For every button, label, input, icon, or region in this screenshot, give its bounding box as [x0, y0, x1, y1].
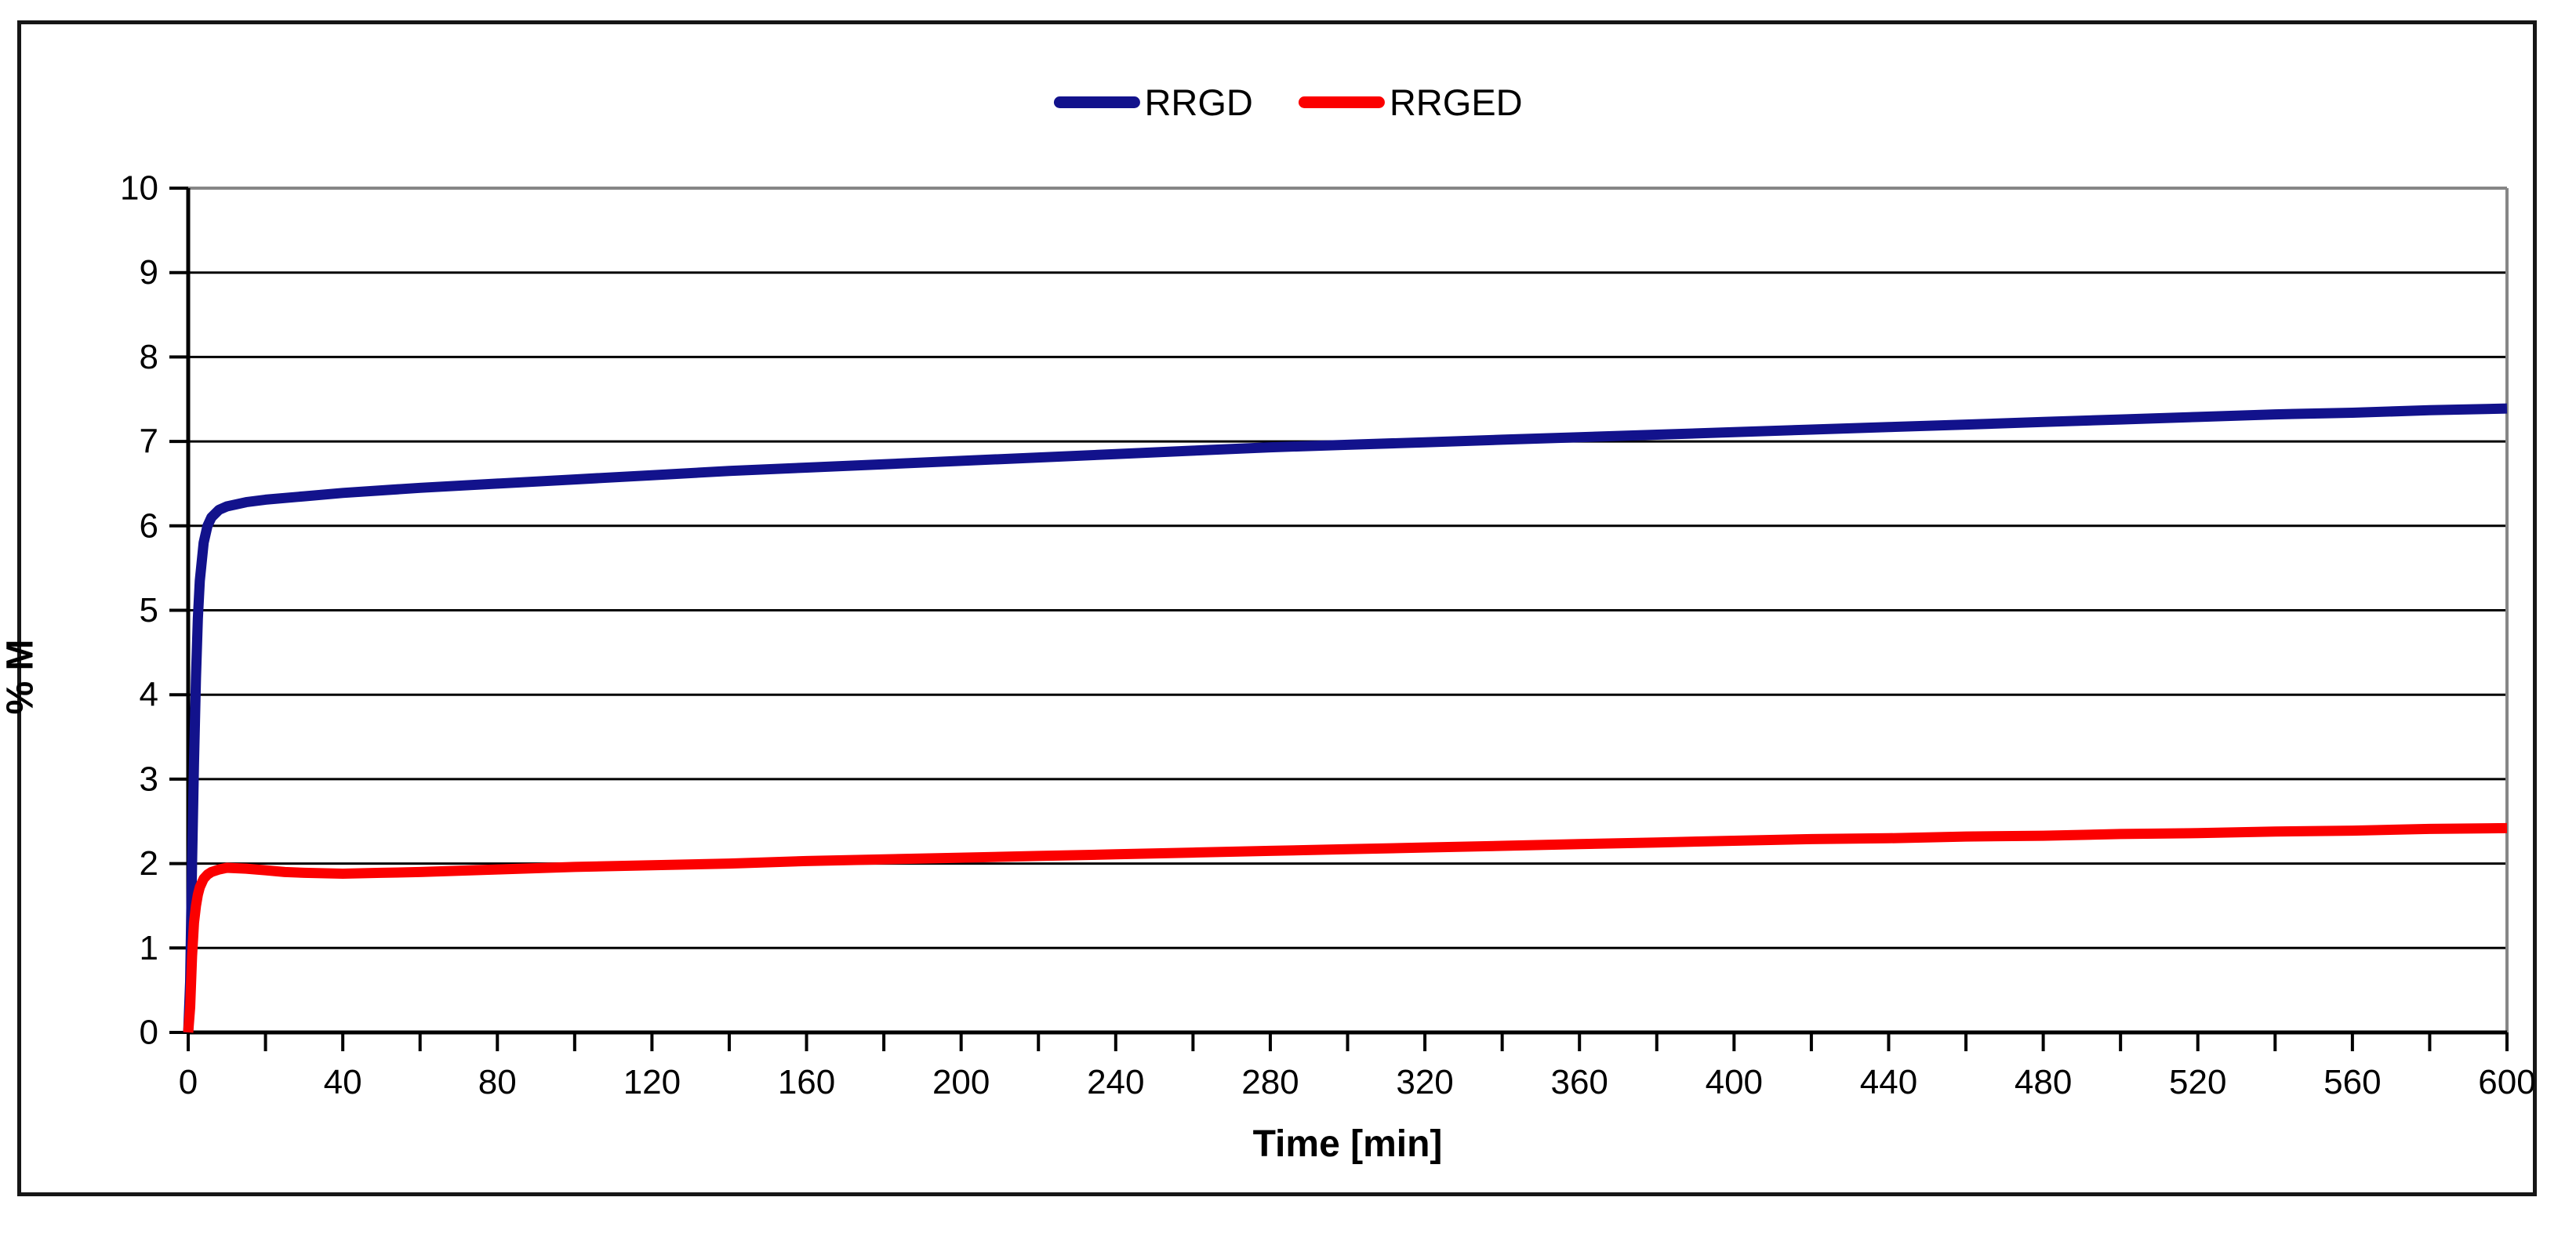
y-tick-label-4: 4	[140, 676, 158, 714]
y-tick-label-10: 10	[120, 169, 158, 208]
x-tick-label-600: 600	[2478, 1063, 2535, 1101]
figure-border	[17, 20, 2537, 1196]
rrged-legend-label: RRGED	[1389, 82, 1523, 123]
y-tick-label-8: 8	[140, 338, 158, 376]
x-tick-label-200: 200	[932, 1063, 990, 1101]
x-tick-label-560: 560	[2323, 1063, 2381, 1101]
rrged-line-swatch	[1298, 96, 1385, 108]
x-tick-label-160: 160	[778, 1063, 835, 1101]
y-tick-label-2: 2	[140, 844, 158, 883]
x-tick-label-280: 280	[1241, 1063, 1299, 1101]
y-tick-label-9: 9	[140, 253, 158, 292]
x-tick-label-400: 400	[1706, 1063, 1763, 1101]
x-tick-label-120: 120	[623, 1063, 681, 1101]
y-tick-label-1: 1	[140, 929, 158, 967]
x-tick-label-320: 320	[1396, 1063, 1453, 1101]
legend-item-rrged: RRGED	[1298, 81, 1523, 124]
x-tick-label-240: 240	[1087, 1063, 1144, 1101]
y-tick-label-7: 7	[140, 423, 158, 461]
legend-item-rrgd: RRGD	[1053, 81, 1253, 124]
y-tick-label-0: 0	[140, 1014, 158, 1052]
rrgd-legend-label: RRGD	[1144, 82, 1253, 123]
series-line-rrgd	[183, 403, 2508, 1033]
legend: RRGD RRGED	[1053, 81, 1523, 124]
x-tick-label-480: 480	[2015, 1063, 2072, 1101]
x-tick-label-80: 80	[478, 1063, 517, 1101]
x-tick-label-520: 520	[2169, 1063, 2226, 1101]
series-line-rrged	[183, 822, 2508, 1033]
rrgd-line-swatch	[1053, 96, 1140, 108]
x-axis-title: Time [min]	[1252, 1123, 1443, 1165]
x-tick-label-40: 40	[324, 1063, 362, 1101]
x-tick-label-0: 0	[179, 1063, 198, 1101]
y-axis-title: % M	[0, 639, 42, 715]
y-tick-label-6: 6	[140, 506, 158, 545]
x-tick-label-360: 360	[1550, 1063, 1608, 1101]
x-tick-label-440: 440	[1860, 1063, 1917, 1101]
y-tick-label-5: 5	[140, 591, 158, 629]
y-tick-label-3: 3	[140, 760, 158, 798]
